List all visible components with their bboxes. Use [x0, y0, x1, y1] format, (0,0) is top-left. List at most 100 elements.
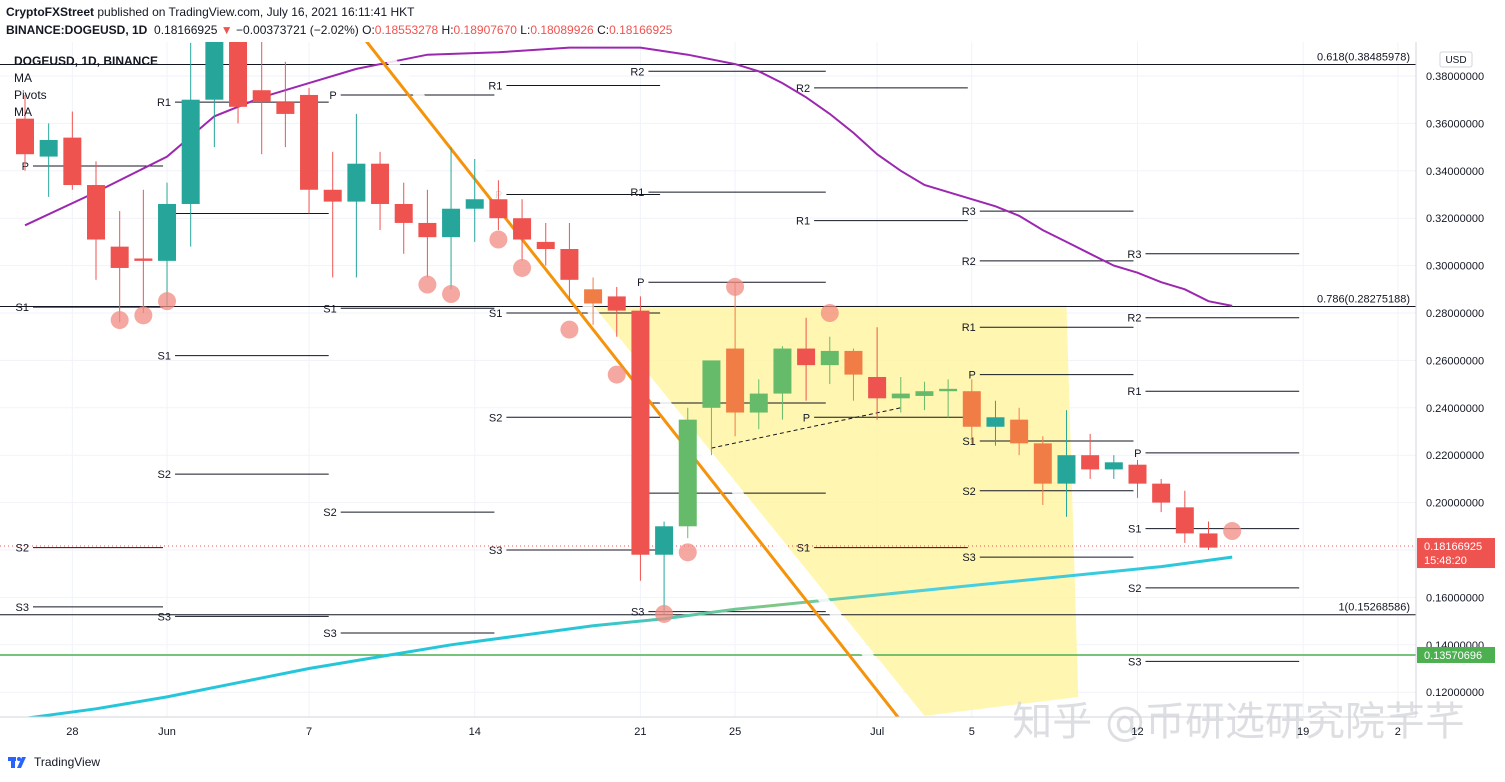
candle-body	[1081, 455, 1100, 470]
open-value: 0.18553278	[374, 23, 439, 37]
price-tick-label: 0.12000000	[1426, 687, 1484, 699]
pivot-label: S1	[323, 303, 336, 315]
candle-body	[655, 526, 674, 555]
last-price: 0.18166925	[154, 23, 218, 37]
legend-item: MA	[14, 105, 32, 119]
time-tick-label: 5	[969, 726, 975, 738]
candle-body	[63, 137, 82, 186]
candle-body	[323, 189, 342, 202]
legend-item: Pivots	[14, 88, 47, 102]
candle-body	[465, 199, 484, 209]
candle-body	[347, 163, 366, 202]
pivot-label: P	[1134, 448, 1141, 460]
pivot-label: R1	[1127, 386, 1141, 398]
pivot-label: R2	[1127, 313, 1141, 325]
candle-body	[16, 118, 34, 155]
candle-body	[252, 90, 271, 103]
candle-body	[181, 99, 200, 204]
pivot-label: R3	[1127, 249, 1141, 261]
candle-body	[489, 199, 508, 219]
pivot-label: S3	[323, 628, 336, 640]
pivot-label: P	[968, 370, 975, 382]
time-tick-label: Jul	[870, 726, 884, 738]
candle-body	[962, 391, 981, 427]
pivot-label: R2	[630, 66, 644, 78]
price-tick-label: 0.36000000	[1426, 118, 1484, 130]
pivot-label: S1	[1128, 524, 1141, 536]
candle-body	[1033, 443, 1052, 484]
legend-item: MA	[14, 71, 32, 85]
candle-body	[820, 350, 839, 366]
pivot-label: S2	[16, 543, 29, 555]
yellow-triangle	[593, 305, 1079, 716]
publish-info: CryptoFXStreet published on TradingView.…	[6, 5, 414, 19]
pivot-label: R2	[796, 83, 810, 95]
price-tick-label: 0.32000000	[1426, 213, 1484, 225]
candle-body	[1128, 464, 1147, 484]
highlight-circle	[726, 277, 745, 296]
pivot-label: S3	[16, 602, 29, 614]
highlight-circle	[489, 230, 508, 249]
fib-level-label: 0.618(0.38485978)	[1317, 51, 1410, 63]
symbol-label: BINANCE:DOGEUSD, 1D	[6, 23, 148, 37]
price-tick-label: 0.22000000	[1426, 450, 1484, 462]
highlight-circle	[442, 285, 461, 304]
time-tick-label: 28	[66, 726, 78, 738]
tradingview-logo-icon	[8, 757, 26, 768]
dashed-trendline	[711, 407, 901, 449]
fib-level-label: 0.786(0.28275188)	[1317, 293, 1410, 305]
candle-body	[371, 163, 390, 204]
price-tick-label: 0.34000000	[1426, 166, 1484, 178]
candle-body	[868, 376, 887, 399]
pivot-label: S3	[489, 545, 502, 557]
pivot-label: S1	[158, 351, 171, 363]
pivot-label: S2	[158, 469, 171, 481]
candle-body	[773, 348, 792, 394]
highlight-circle	[110, 311, 129, 330]
candle-body	[442, 208, 461, 238]
candle-body	[87, 185, 106, 240]
highlight-circle	[655, 604, 674, 623]
change-arrow-icon: ▼	[220, 23, 233, 37]
price-tick-label: 0.30000000	[1426, 261, 1484, 273]
highlight-circle	[134, 306, 153, 325]
candle-body	[134, 258, 153, 261]
highlight-circle	[418, 275, 437, 294]
price-tick-label: 0.20000000	[1426, 498, 1484, 510]
highlight-circle	[513, 258, 532, 277]
pivot-label: S2	[323, 507, 336, 519]
level-price-tag-label: 0.13570696	[1424, 650, 1482, 662]
highlight-circle	[1223, 522, 1242, 541]
close-value: 0.18166925	[609, 23, 673, 37]
candle-body	[536, 241, 555, 250]
descending-trendline	[365, 42, 900, 717]
pivot-label: R1	[962, 322, 976, 334]
price-change: −0.00373721 (−2.02%)	[236, 23, 359, 37]
highlight-circle	[678, 543, 697, 562]
candle-body	[205, 42, 224, 100]
candle-body	[158, 203, 177, 261]
highlight-circle	[158, 292, 177, 311]
tradingview-footer[interactable]: TradingView	[8, 755, 100, 769]
legend-title: DOGEUSD, 1D, BINANCE	[14, 54, 158, 68]
high-label: H:	[441, 23, 454, 37]
time-tick-label: 25	[729, 726, 741, 738]
candle-body	[1199, 533, 1218, 548]
candle-body	[986, 417, 1005, 427]
candle-body	[39, 139, 58, 157]
level-price-tag	[1417, 646, 1495, 663]
time-tick-label: 19	[1297, 726, 1309, 738]
candle-body	[300, 94, 319, 190]
candle-body	[110, 246, 129, 268]
pivot-label: S2	[489, 412, 502, 424]
pivot-label: R1	[157, 97, 171, 109]
low-value: 0.18089926	[530, 23, 594, 37]
time-tick-label: 2	[1395, 726, 1401, 738]
pivot-label: S2	[962, 486, 975, 498]
candle-body	[1152, 483, 1171, 503]
candle-body	[276, 102, 295, 114]
pivot-label: S1	[16, 302, 29, 314]
pivot-label: P	[803, 412, 810, 424]
pivot-label: R1	[488, 80, 502, 92]
